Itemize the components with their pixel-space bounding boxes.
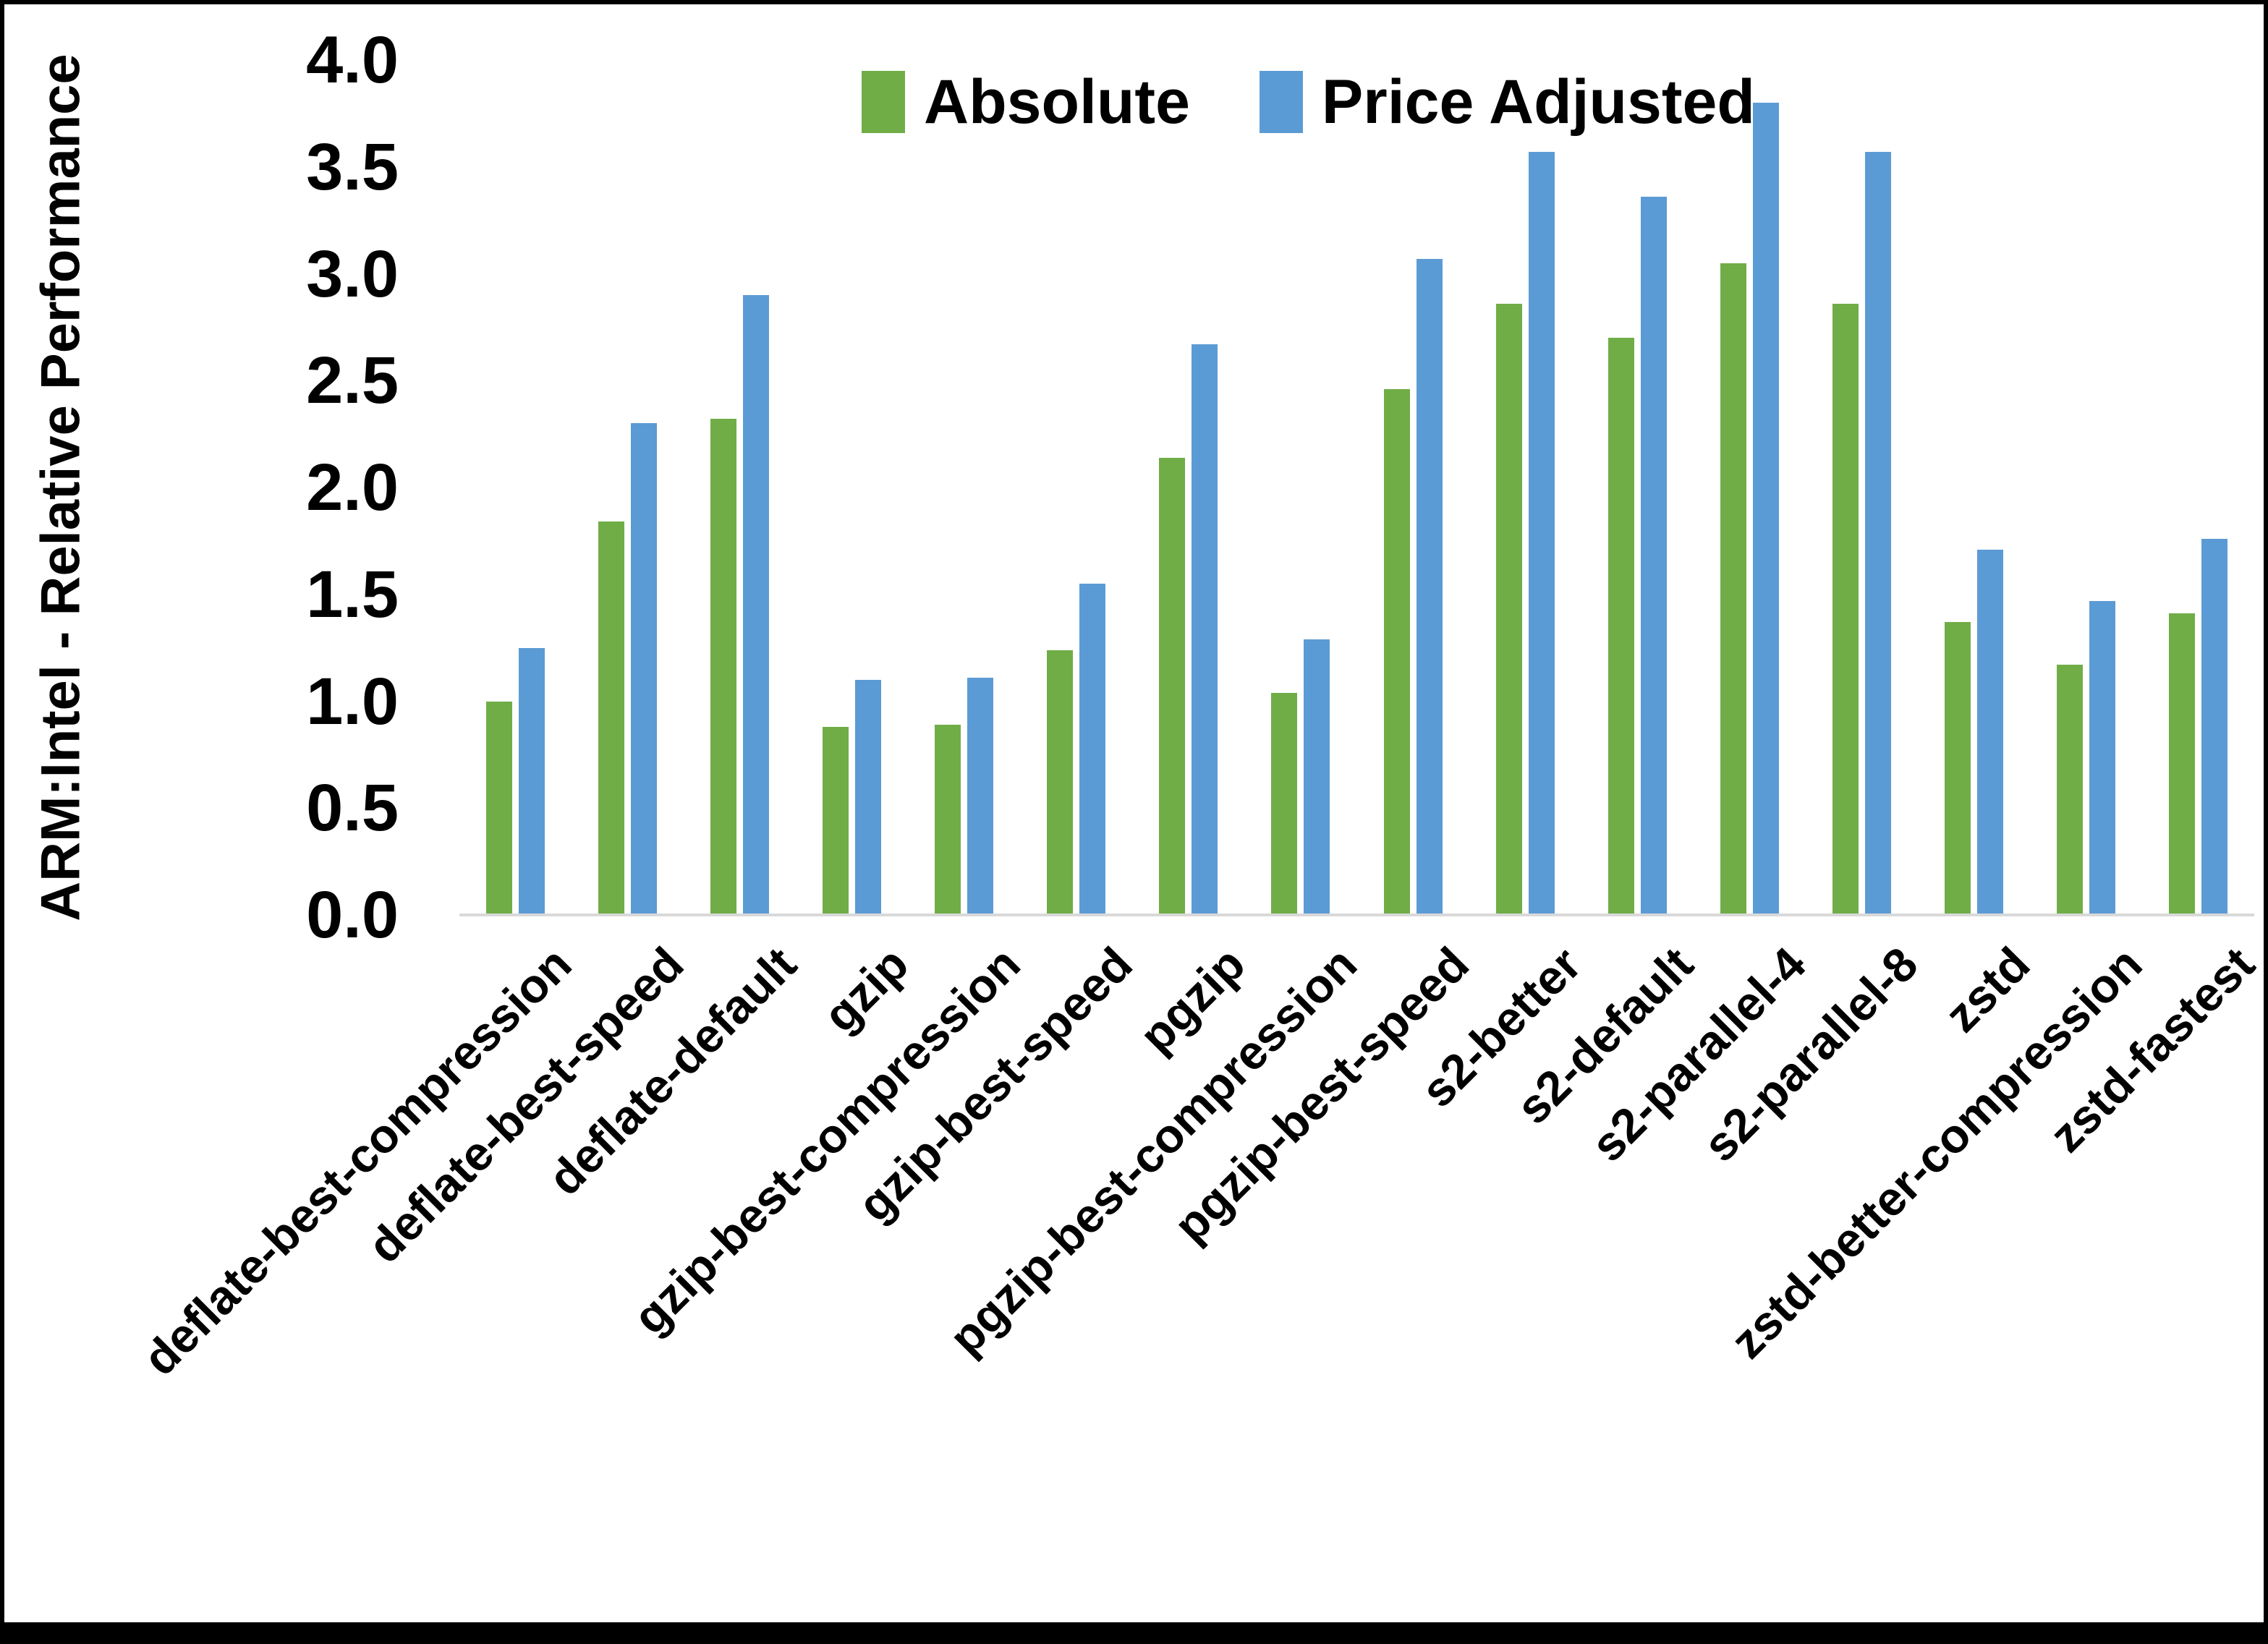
bar-group-pgzip xyxy=(1132,60,1244,915)
bar-absolute-zstd-better-compression xyxy=(2056,665,2083,915)
legend-swatch-price-adjusted-icon xyxy=(1259,71,1303,133)
bar-absolute-gzip-best-compression xyxy=(935,725,961,915)
x-axis-line xyxy=(459,913,2254,916)
bar-absolute-pgzip-best-compression xyxy=(1271,692,1298,915)
y-tick-label-3.5: 3.5 xyxy=(306,129,399,204)
bar-price-adjusted-deflate-default xyxy=(743,295,770,915)
legend: Absolute Price Adjusted xyxy=(862,71,1755,133)
bar-absolute-s2-better xyxy=(1495,303,1522,915)
bar-absolute-s2-parallel-4 xyxy=(1720,263,1746,915)
bar-absolute-gzip-best-speed xyxy=(1047,649,1074,915)
x-axis-labels: deflate-best-compression deflate-best-spe… xyxy=(4,937,2264,1590)
bar-price-adjusted-pgzip-best-compression xyxy=(1304,639,1330,915)
bar-group-gzip xyxy=(796,60,908,915)
x-axis-label-deflate-best-compression: deflate-best-compression xyxy=(132,937,582,1386)
y-tick-label-1.5: 1.5 xyxy=(306,557,399,631)
y-tick-label-1.0: 1.0 xyxy=(306,664,399,738)
bar-group-gzip-best-compression xyxy=(908,60,1020,915)
y-tick-label-2.5: 2.5 xyxy=(306,344,399,418)
bar-group-gzip-best-speed xyxy=(1020,60,1132,915)
bar-absolute-pgzip xyxy=(1159,457,1186,915)
bottom-border-bar xyxy=(4,1622,2264,1640)
bar-group-pgzip-best-compression xyxy=(1244,60,1356,915)
bar-group-s2-default xyxy=(1581,60,1694,915)
bar-absolute-gzip xyxy=(823,726,849,915)
bar-absolute-zstd-fastest xyxy=(2168,613,2195,915)
bar-group-s2-better xyxy=(1469,60,1581,915)
bar-absolute-deflate-default xyxy=(710,419,737,915)
bar-price-adjusted-gzip-best-speed xyxy=(1079,583,1106,915)
bars-row xyxy=(459,60,2254,915)
bar-price-adjusted-s2-default xyxy=(1640,197,1667,915)
x-axis-label-gzip: gzip xyxy=(812,937,919,1042)
legend-item-price-adjusted: Price Adjusted xyxy=(1259,67,1755,137)
x-axis-label-zstd: zstd xyxy=(1934,937,2040,1042)
bar-price-adjusted-s2-better xyxy=(1528,152,1555,915)
bar-absolute-deflate-best-compression xyxy=(486,701,513,915)
bar-group-s2-parallel-8 xyxy=(1806,60,1918,915)
bar-group-pgzip-best-speed xyxy=(1357,60,1469,915)
bar-absolute-zstd xyxy=(1944,622,1971,915)
bar-price-adjusted-deflate-best-speed xyxy=(631,423,658,915)
bar-price-adjusted-deflate-best-compression xyxy=(519,647,545,915)
bar-absolute-s2-default xyxy=(1607,338,1634,915)
bar-price-adjusted-pgzip-best-speed xyxy=(1416,258,1443,915)
bar-absolute-pgzip-best-speed xyxy=(1383,389,1410,915)
bar-price-adjusted-s2-parallel-4 xyxy=(1752,103,1779,915)
y-axis-tick-labels: 4.0 3.5 3.0 2.5 2.0 1.5 1.0 0.5 0.0 xyxy=(4,27,399,948)
bar-absolute-deflate-best-speed xyxy=(598,521,625,915)
y-tick-label-2.0: 2.0 xyxy=(306,451,399,524)
plot-area xyxy=(459,60,2254,916)
bar-group-zstd xyxy=(1918,60,2030,915)
bar-group-s2-parallel-4 xyxy=(1694,60,1806,915)
legend-label-absolute: Absolute xyxy=(924,67,1190,137)
bar-price-adjusted-pgzip xyxy=(1192,344,1218,915)
y-tick-label-4.0: 4.0 xyxy=(306,23,399,97)
bar-price-adjusted-s2-parallel-8 xyxy=(1864,152,1891,915)
bar-group-zstd-fastest xyxy=(2142,60,2254,915)
y-tick-label-3.0: 3.0 xyxy=(306,237,399,311)
y-tick-label-0.0: 0.0 xyxy=(306,878,399,952)
y-tick-label-0.5: 0.5 xyxy=(306,771,399,846)
bar-price-adjusted-zstd-fastest xyxy=(2201,538,2227,915)
bar-group-deflate-best-compression xyxy=(459,60,572,915)
legend-item-absolute: Absolute xyxy=(862,71,1190,133)
bar-price-adjusted-zstd xyxy=(1976,549,2003,915)
legend-label-price-adjusted: Price Adjusted xyxy=(1321,67,1755,137)
bar-group-deflate-default xyxy=(684,60,796,915)
legend-swatch-absolute-icon xyxy=(862,71,905,133)
bar-group-zstd-better-compression xyxy=(2030,60,2142,915)
bar-group-deflate-best-speed xyxy=(572,60,684,915)
bar-price-adjusted-gzip xyxy=(855,679,882,915)
bar-absolute-s2-parallel-8 xyxy=(1832,303,1859,915)
bar-price-adjusted-zstd-better-compression xyxy=(2089,600,2115,915)
bar-price-adjusted-gzip-best-compression xyxy=(967,678,994,915)
